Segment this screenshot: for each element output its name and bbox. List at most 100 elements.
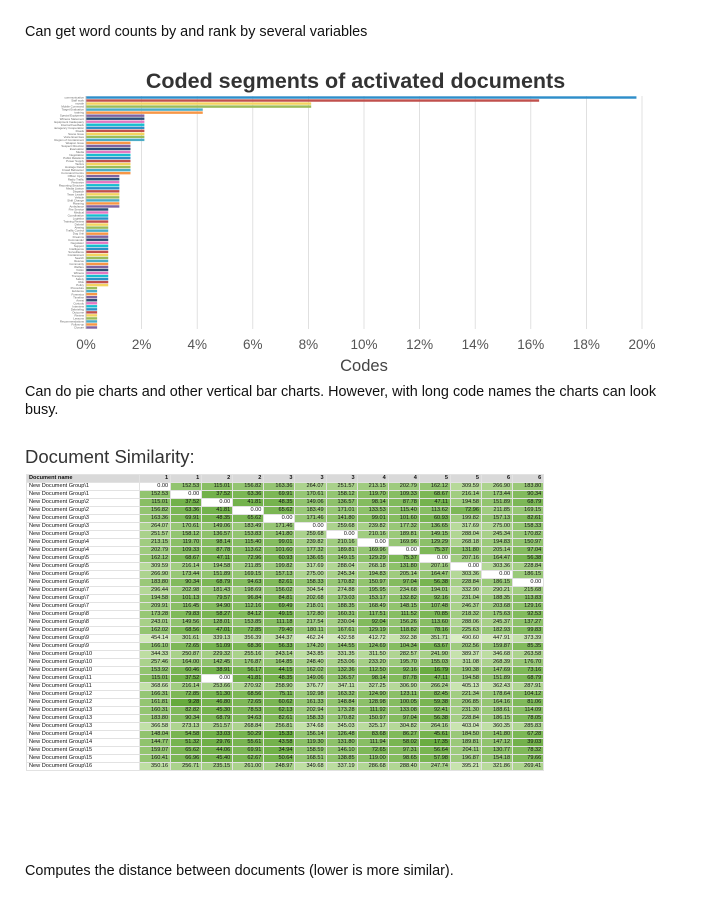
distance-cell: 344.33 (138, 650, 172, 659)
distance-cell: 128.01 (201, 618, 234, 627)
distance-cell: 79.40 (263, 626, 296, 635)
category-label: Special Equipment (60, 114, 84, 118)
distance-cell: 173.44 (481, 490, 514, 499)
distance-cell: 92.53 (512, 610, 545, 619)
row-document-name: New Document Group\9 (26, 642, 140, 651)
table-row: New Document Group\1 0.00 152.53 115.01 156.… (26, 482, 545, 491)
bar (86, 135, 145, 139)
distance-cell: 194.01 (418, 586, 451, 595)
category-label: Forensics (71, 292, 84, 296)
distance-cell: 62.13 (263, 706, 296, 715)
category-label: Community (69, 262, 84, 266)
distance-cell: 149.56 (170, 618, 203, 627)
distance-cell: 124.69 (356, 642, 389, 651)
distance-cell: 233.20 (356, 658, 389, 667)
distance-cell: 87.78 (387, 498, 420, 507)
distance-cell: 148.15 (387, 602, 420, 611)
table-row: New Document Group\6 266.90 173.44 151.89 16… (26, 570, 545, 579)
category-label: Media Liaison (66, 186, 84, 190)
x-axis-label: Codes (340, 357, 388, 375)
row-document-name: New Document Group\1 (26, 490, 140, 499)
distance-cell: 97.04 (387, 578, 420, 587)
category-label: Mobile Command (61, 105, 84, 109)
distance-cell: 366.58 (138, 722, 172, 731)
column-header: 5 (449, 474, 483, 483)
distance-cell: 175.63 (481, 610, 514, 619)
distance-cell: 306.90 (387, 682, 420, 691)
distance-cell: 199.82 (263, 562, 296, 571)
distance-cell: 130.77 (481, 746, 514, 755)
bar (86, 302, 98, 305)
distance-cell: 202.56 (449, 642, 483, 651)
distance-cell: 39.03 (512, 738, 545, 747)
distance-cell: 46.80 (201, 698, 234, 707)
distance-cell: 245.34 (325, 570, 358, 579)
distance-cell: 79.83 (170, 610, 203, 619)
distance-cell: 174.20 (294, 642, 327, 651)
distance-cell: 321.86 (481, 762, 514, 771)
distance-cell: 337.19 (325, 762, 358, 771)
distance-cell: 78.53 (232, 706, 265, 715)
row-document-name: New Document Group\1 (26, 482, 140, 491)
distance-cell: 129.29 (356, 554, 389, 563)
distance-cell: 154.18 (481, 754, 514, 763)
category-label: Policy (76, 283, 84, 287)
bar (86, 256, 109, 260)
row-document-name: New Document Group\14 (26, 738, 140, 747)
distance-cell: 63.36 (232, 490, 265, 499)
category-label: Surveillance (68, 250, 84, 254)
distance-cell: 99.83 (512, 626, 545, 635)
distance-cell: 309.59 (138, 562, 172, 571)
distance-cell: 180.11 (294, 626, 327, 635)
distance-cell: 33.03 (201, 730, 234, 739)
distance-cell: 109.33 (387, 490, 420, 499)
distance-cell: 113.60 (418, 618, 451, 627)
distance-cell: 47.11 (418, 674, 451, 683)
distance-cell: 81.06 (512, 698, 545, 707)
bar (86, 105, 312, 108)
bar (86, 117, 145, 120)
table-row: New Document Group\3 251.57 158.12 136.57 15… (26, 530, 545, 539)
distance-cell: 228.84 (512, 562, 545, 571)
distance-cell: 68.79 (201, 714, 234, 723)
bar (86, 253, 109, 257)
distance-cell: 257.46 (138, 658, 172, 667)
bar (86, 289, 98, 293)
distance-cell: 133.53 (356, 506, 389, 515)
distance-cell: 195.70 (387, 658, 420, 667)
category-label: training (75, 111, 85, 115)
distance-cell: 109.33 (170, 546, 203, 555)
distance-cell: 63.36 (170, 506, 203, 515)
distance-cell: 118.82 (387, 626, 420, 635)
category-label: Public Relations (63, 156, 84, 160)
distance-cell: 275.00 (481, 522, 514, 531)
distance-cell: 58.27 (201, 610, 234, 619)
bar (86, 292, 98, 296)
distance-cell: 349.68 (294, 762, 327, 771)
category-label: Victim (76, 268, 84, 272)
distance-cell: 17.35 (418, 738, 451, 747)
category-label: Ambulance (70, 205, 85, 209)
row-document-name: New Document Group\3 (26, 522, 140, 531)
table-row: New Document Group\15 159.07 65.62 44.06 69.… (26, 746, 545, 755)
distance-cell: 56.33 (263, 642, 296, 651)
distance-cell: 72.96 (449, 506, 483, 515)
distance-cell: 68.79 (201, 578, 234, 587)
category-label: Team Leader (67, 192, 84, 196)
distance-cell: 156.82 (138, 506, 172, 515)
distance-cell: 172.80 (294, 610, 327, 619)
distance-cell: 296.44 (138, 586, 172, 595)
bar (86, 196, 120, 199)
distance-cell: 149.06 (201, 522, 234, 531)
category-label: Review (75, 313, 85, 317)
distance-cell: 311.08 (449, 658, 483, 667)
x-tick-label: 18% (573, 337, 600, 352)
distance-cell: 251.57 (138, 530, 172, 539)
bar (86, 323, 98, 326)
row-document-name: New Document Group\15 (26, 754, 140, 763)
distance-cell: 151.89 (481, 674, 514, 683)
table-row: New Document Group\11 115.01 37.52 0.00 41.8… (26, 674, 545, 683)
bar (86, 111, 203, 114)
row-document-name: New Document Group\5 (26, 554, 140, 563)
distance-cell: 90.34 (170, 578, 203, 587)
